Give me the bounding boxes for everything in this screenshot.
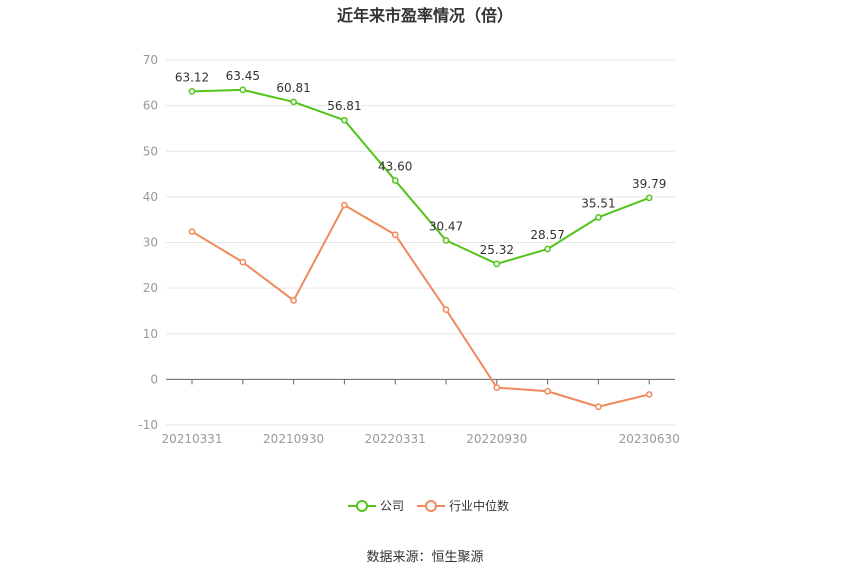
- data-point: [544, 245, 551, 253]
- data-point: [493, 384, 501, 391]
- x-tick-label: 20220331: [365, 432, 426, 446]
- data-point: [493, 260, 501, 268]
- data-label: 63.45: [226, 69, 260, 83]
- data-label: 60.81: [276, 81, 310, 95]
- data-point: [341, 201, 348, 209]
- series-layer: [188, 86, 653, 411]
- data-point: [595, 403, 602, 411]
- legend-swatch-marker: [425, 500, 437, 512]
- data-label: 28.57: [530, 228, 564, 242]
- y-tick-label: -10: [138, 418, 158, 432]
- y-tick-label: 70: [143, 53, 158, 67]
- legend: 公司 行业中位数: [348, 498, 509, 513]
- x-tick-label: 20210331: [161, 432, 222, 446]
- legend-swatch-marker: [356, 500, 368, 512]
- x-tick-label: 20220930: [466, 432, 527, 446]
- data-point: [239, 86, 247, 94]
- data-label: 39.79: [632, 177, 666, 191]
- data-point: [544, 387, 551, 395]
- data-label: 56.81: [327, 99, 361, 113]
- data-point: [290, 297, 297, 304]
- legend-item[interactable]: 公司: [348, 499, 404, 513]
- data-label: 30.47: [429, 219, 463, 233]
- y-tick-label: 30: [143, 236, 158, 250]
- data-point: [595, 214, 602, 221]
- source-note: 数据来源：恒生聚源: [366, 550, 484, 565]
- data-point: [391, 231, 399, 239]
- data-point: [645, 391, 653, 398]
- data-label: 35.51: [581, 196, 615, 210]
- data-label: 25.32: [480, 243, 514, 257]
- legend-item[interactable]: 行业中位数: [417, 498, 509, 513]
- series-line: [191, 204, 650, 408]
- y-tick-label: 60: [143, 99, 158, 113]
- data-labels: 63.12 63.45 60.81 56.81 43.60 30.47 25.32 28.57…: [175, 69, 667, 257]
- y-tick-label: 50: [143, 144, 158, 158]
- x-tick-label: 20210930: [263, 432, 324, 446]
- data-label: 43.60: [378, 159, 412, 173]
- data-point: [442, 237, 450, 244]
- data-point: [290, 98, 297, 106]
- data-point: [645, 194, 653, 202]
- series-line: [191, 88, 650, 265]
- chart-title: 近年来市盈率情况（倍）: [336, 6, 513, 25]
- y-tick-label: 40: [143, 190, 158, 204]
- data-point: [188, 228, 196, 235]
- grid-lines: [166, 59, 675, 426]
- axes: -10 0 10 20 30 40 50 60 70 20210331 20210930 202203…: [138, 53, 679, 446]
- data-point: [391, 177, 399, 184]
- y-tick-label: 10: [143, 327, 158, 341]
- data-point: [239, 258, 247, 266]
- data-point: [341, 116, 348, 124]
- y-tick-label: 0: [150, 372, 158, 386]
- legend-label: 公司: [380, 499, 404, 513]
- data-point: [442, 306, 450, 313]
- x-tick-label: 20230630: [619, 432, 680, 446]
- data-point: [188, 88, 196, 95]
- data-label: 63.12: [175, 70, 209, 84]
- y-tick-label: 20: [143, 281, 158, 295]
- legend-label: 行业中位数: [449, 498, 509, 513]
